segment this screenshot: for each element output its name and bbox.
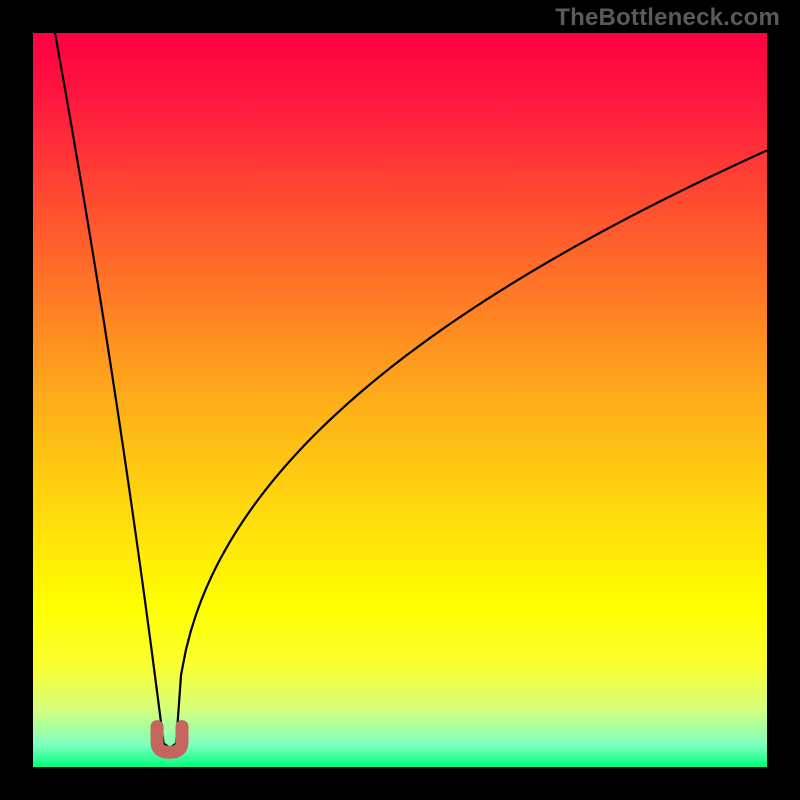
watermark: TheBottleneck.com bbox=[555, 4, 780, 32]
chart-container: TheBottleneck.com bbox=[0, 0, 800, 800]
bottleneck-chart bbox=[0, 0, 800, 800]
plot-background bbox=[33, 33, 767, 767]
